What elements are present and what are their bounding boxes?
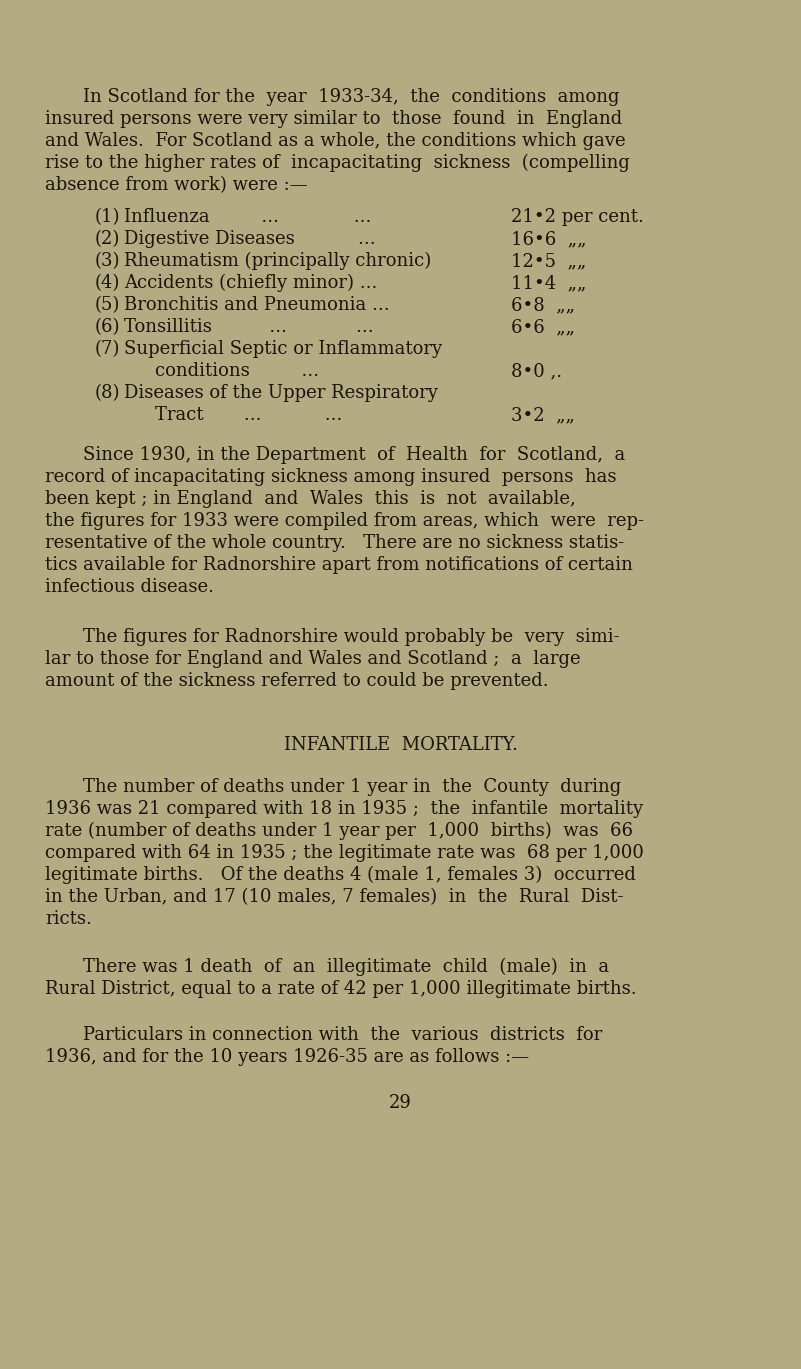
Text: 1936 was 21 compared with 18 in 1935 ;  the  infantile  mortality: 1936 was 21 compared with 18 in 1935 ; t… bbox=[45, 799, 643, 819]
Text: 12•5  „„: 12•5 „„ bbox=[511, 252, 586, 270]
Text: Tonsillitis          ...            ...: Tonsillitis ... ... bbox=[124, 318, 374, 335]
Text: compared with 64 in 1935 ; the legitimate rate was  68 per 1,000: compared with 64 in 1935 ; the legitimat… bbox=[45, 845, 644, 862]
Text: 8•0 ,.: 8•0 ,. bbox=[511, 361, 562, 381]
Text: Rheumatism (principally chronic): Rheumatism (principally chronic) bbox=[124, 252, 432, 270]
Text: (3): (3) bbox=[95, 252, 120, 270]
Text: 6•8  „„: 6•8 „„ bbox=[511, 296, 575, 314]
Text: 11•4  „„: 11•4 „„ bbox=[511, 274, 586, 292]
Text: 16•6  „„: 16•6 „„ bbox=[511, 230, 586, 248]
Text: resentative of the whole country.   There are no sickness statis-: resentative of the whole country. There … bbox=[45, 534, 624, 552]
Text: insured persons were very similar to  those  found  in  England: insured persons were very similar to tho… bbox=[45, 110, 622, 127]
Text: INFANTILE  MORTALITY.: INFANTILE MORTALITY. bbox=[284, 737, 517, 754]
Text: been kept ; in England  and  Wales  this  is  not  available,: been kept ; in England and Wales this is… bbox=[45, 490, 576, 508]
Text: Since 1930, in the Department  of  Health  for  Scotland,  a: Since 1930, in the Department of Health … bbox=[83, 446, 626, 464]
Text: in the Urban, and 17 (10 males, 7 females)  in  the  Rural  Dist-: in the Urban, and 17 (10 males, 7 female… bbox=[45, 888, 623, 906]
Text: Superficial Septic or Inflammatory: Superficial Septic or Inflammatory bbox=[124, 340, 442, 359]
Text: 6•6  „„: 6•6 „„ bbox=[511, 318, 575, 335]
Text: (2): (2) bbox=[95, 230, 120, 248]
Text: ricts.: ricts. bbox=[45, 910, 92, 928]
Text: In Scotland for the  year  1933-34,  the  conditions  among: In Scotland for the year 1933-34, the co… bbox=[83, 88, 620, 105]
Text: (5): (5) bbox=[95, 296, 120, 314]
Text: tics available for Radnorshire apart from notifications of certain: tics available for Radnorshire apart fro… bbox=[45, 556, 633, 574]
Text: (4): (4) bbox=[95, 274, 120, 292]
Text: (7): (7) bbox=[95, 340, 120, 359]
Text: Bronchitis and Pneumonia ...: Bronchitis and Pneumonia ... bbox=[124, 296, 390, 314]
Text: Rural District, equal to a rate of 42 per 1,000 illegitimate births.: Rural District, equal to a rate of 42 pe… bbox=[45, 980, 637, 998]
Text: 1936, and for the 10 years 1926-35 are as follows :—: 1936, and for the 10 years 1926-35 are a… bbox=[45, 1049, 529, 1066]
Text: 21•2 per cent.: 21•2 per cent. bbox=[511, 208, 644, 226]
Text: The number of deaths under 1 year in  the  County  during: The number of deaths under 1 year in the… bbox=[83, 778, 622, 795]
Text: rise to the higher rates of  incapacitating  sickness  (compelling: rise to the higher rates of incapacitati… bbox=[45, 153, 630, 172]
Text: absence from work) were :—: absence from work) were :— bbox=[45, 177, 308, 194]
Text: Particulars in connection with  the  various  districts  for: Particulars in connection with the vario… bbox=[83, 1025, 602, 1045]
Text: The figures for Radnorshire would probably be  very  simi-: The figures for Radnorshire would probab… bbox=[83, 628, 620, 646]
Text: Digestive Diseases           ...: Digestive Diseases ... bbox=[124, 230, 376, 248]
Text: Tract       ...           ...: Tract ... ... bbox=[155, 407, 342, 424]
Text: (8): (8) bbox=[95, 383, 120, 402]
Text: 29: 29 bbox=[389, 1094, 412, 1112]
Text: (1): (1) bbox=[95, 208, 120, 226]
Text: There was 1 death  of  an  illegitimate  child  (male)  in  a: There was 1 death of an illegitimate chi… bbox=[83, 958, 610, 976]
Text: Accidents (chiefly minor) ...: Accidents (chiefly minor) ... bbox=[124, 274, 377, 292]
Text: the figures for 1933 were compiled from areas, which  were  rep-: the figures for 1933 were compiled from … bbox=[45, 512, 644, 530]
Text: rate (number of deaths under 1 year per  1,000  births)  was  66: rate (number of deaths under 1 year per … bbox=[45, 821, 633, 841]
Text: 3•2  „„: 3•2 „„ bbox=[511, 407, 575, 424]
Text: lar to those for England and Wales and Scotland ;  a  large: lar to those for England and Wales and S… bbox=[45, 650, 581, 668]
Text: legitimate births.   Of the deaths 4 (male 1, females 3)  occurred: legitimate births. Of the deaths 4 (male… bbox=[45, 867, 636, 884]
Text: Influenza         ...             ...: Influenza ... ... bbox=[124, 208, 372, 226]
Text: record of incapacitating sickness among insured  persons  has: record of incapacitating sickness among … bbox=[45, 468, 616, 486]
Text: conditions         ...: conditions ... bbox=[155, 361, 319, 381]
Text: Diseases of the Upper Respiratory: Diseases of the Upper Respiratory bbox=[124, 383, 438, 402]
Text: (6): (6) bbox=[95, 318, 120, 335]
Text: and Wales.  For Scotland as a whole, the conditions which gave: and Wales. For Scotland as a whole, the … bbox=[45, 131, 626, 151]
Text: amount of the sickness referred to could be prevented.: amount of the sickness referred to could… bbox=[45, 672, 549, 690]
Text: infectious disease.: infectious disease. bbox=[45, 578, 214, 596]
